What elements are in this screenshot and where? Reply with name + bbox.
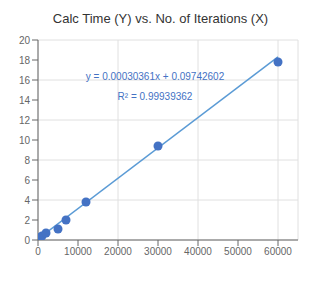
svg-text:0: 0 [35,246,41,257]
svg-text:18: 18 [19,55,31,66]
svg-text:20: 20 [19,35,31,46]
svg-text:20000: 20000 [104,246,132,257]
svg-text:6: 6 [24,175,30,186]
svg-text:10: 10 [19,135,31,146]
svg-text:0: 0 [24,235,30,246]
svg-text:4: 4 [24,195,30,206]
svg-text:50000: 50000 [224,246,252,257]
svg-text:60000: 60000 [264,246,292,257]
svg-text:16: 16 [19,75,31,86]
html-text:Calc Time (Y) vs. No. of Itera: Calc Time (Y) vs. No. of Iterations (X) [52,11,269,26]
svg-text:8: 8 [24,155,30,166]
svg-text:2: 2 [24,215,30,226]
svg-text:12: 12 [19,115,31,126]
html-text:R² = 0.99939362: R² = 0.99939362 [117,90,193,102]
html-text:y = 0.00030361x + 0.09742602: y = 0.00030361x + 0.09742602 [85,70,225,82]
svg-text:30000: 30000 [144,246,172,257]
svg-text:14: 14 [19,95,31,106]
svg-text:40000: 40000 [184,246,212,257]
svg-text:10000: 10000 [64,246,92,257]
